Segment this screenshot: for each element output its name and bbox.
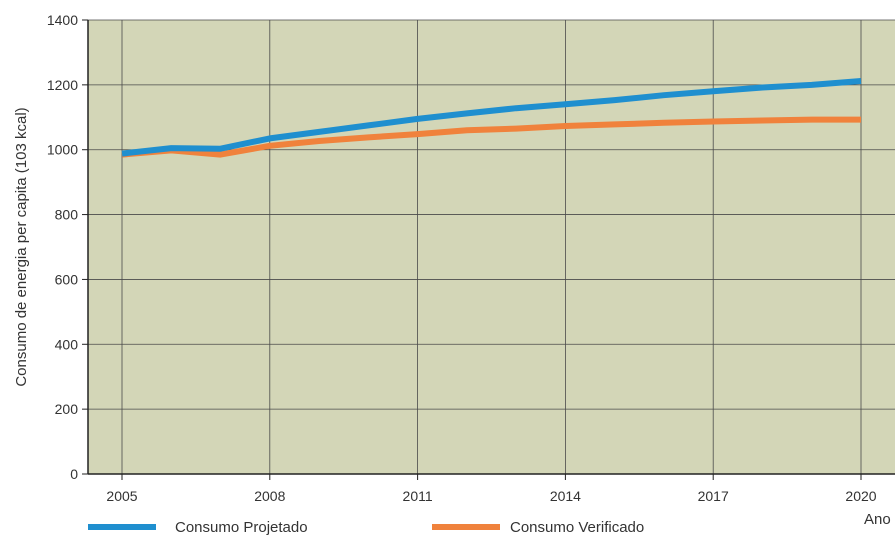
- y-tick-label: 800: [55, 207, 79, 223]
- x-tick-label: 2014: [550, 488, 581, 504]
- legend-label: Consumo Projetado: [175, 519, 308, 536]
- series-line-consumo-projetado: [121, 78, 862, 157]
- y-tick-label: 600: [55, 271, 79, 287]
- x-tick-label: 2020: [845, 488, 876, 504]
- plot-background: [88, 20, 895, 474]
- y-tick-label: 1200: [47, 77, 78, 93]
- series-line-consumo-verificado: [121, 116, 861, 158]
- y-tick-labels: 0 200 400 600 800 1000 1200 1400: [47, 12, 78, 482]
- x-tick-label: 2011: [403, 488, 433, 504]
- axes: [82, 19, 895, 480]
- legend-label: Consumo Verificado: [510, 519, 644, 536]
- gridlines: [88, 19, 895, 475]
- legend: Consumo Projetado Consumo Verificado: [88, 519, 644, 536]
- x-tick-label: 2008: [254, 488, 285, 504]
- series-lines: [121, 78, 862, 158]
- y-tick-label: 1000: [47, 142, 78, 158]
- x-tick-label: 2005: [106, 488, 137, 504]
- y-tick-label: 1400: [47, 12, 78, 28]
- x-axis-label: Ano: [864, 511, 891, 528]
- x-tick-labels: 2005 2008 2011 2014 2017 2020: [106, 488, 876, 504]
- y-axis-label: Consumo de energia per capita (103 kcal): [13, 107, 30, 386]
- y-tick-label: 200: [55, 401, 79, 417]
- y-tick-label: 400: [55, 336, 79, 352]
- x-tick-label: 2017: [698, 488, 729, 504]
- y-tick-label: 0: [70, 466, 78, 482]
